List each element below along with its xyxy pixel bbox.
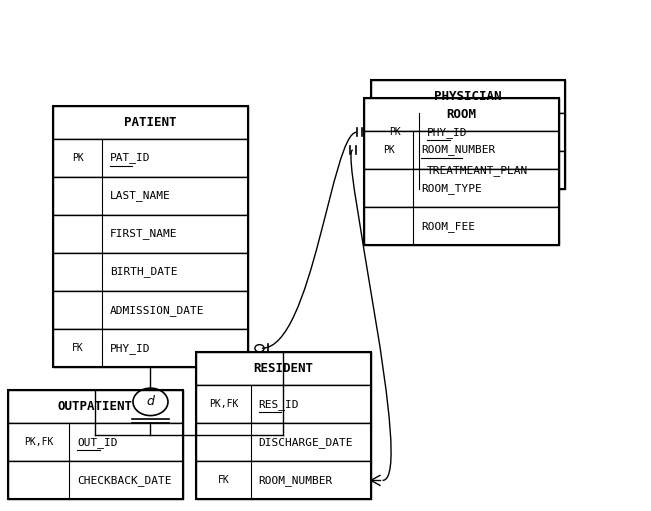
Text: PK: PK [389, 127, 401, 137]
Bar [8, 390, 183, 499]
Bar [53, 106, 248, 138]
Bar [8, 423, 183, 461]
Bar [8, 390, 183, 423]
Bar [8, 461, 183, 499]
Bar [365, 207, 559, 245]
Text: PK,FK: PK,FK [24, 437, 53, 447]
Text: PK,FK: PK,FK [209, 399, 238, 409]
Text: LAST_NAME: LAST_NAME [109, 190, 171, 201]
Bar [53, 177, 248, 215]
Bar [53, 138, 248, 177]
Bar [371, 80, 565, 190]
Bar [53, 329, 248, 367]
Bar [196, 385, 371, 423]
Text: ROOM_NUMBER: ROOM_NUMBER [421, 145, 495, 155]
Bar [371, 151, 565, 190]
Text: OUT_ID: OUT_ID [77, 437, 118, 448]
Text: d: d [146, 396, 154, 408]
Bar [53, 291, 248, 329]
Text: PAT_ID: PAT_ID [109, 152, 150, 163]
Bar [371, 80, 565, 113]
Text: RES_ID: RES_ID [258, 399, 299, 410]
Bar [365, 169, 559, 207]
Text: ROOM: ROOM [447, 108, 477, 121]
Bar [196, 461, 371, 499]
Bar [53, 215, 248, 253]
Text: CHECKBACK_DATE: CHECKBACK_DATE [77, 475, 172, 486]
Text: FK: FK [72, 343, 83, 353]
Text: TREATMEANT_PLAN: TREATMEANT_PLAN [427, 165, 529, 176]
Bar [196, 352, 371, 385]
Text: PHY_ID: PHY_ID [109, 343, 150, 354]
Bar [371, 113, 565, 151]
Text: PHYSICIAN: PHYSICIAN [434, 90, 502, 103]
Bar [365, 98, 559, 131]
Bar [365, 98, 559, 245]
Bar [53, 253, 248, 291]
Bar [196, 352, 371, 499]
Text: ROOM_NUMBER: ROOM_NUMBER [258, 475, 333, 486]
Text: RESIDENT: RESIDENT [253, 362, 313, 375]
Text: OUTPATIENT: OUTPATIENT [58, 400, 133, 413]
Text: BIRTH_DATE: BIRTH_DATE [109, 267, 177, 277]
Text: DISCHARGE_DATE: DISCHARGE_DATE [258, 437, 353, 448]
Text: ADMISSION_DATE: ADMISSION_DATE [109, 305, 204, 316]
Text: FIRST_NAME: FIRST_NAME [109, 228, 177, 239]
Text: FK: FK [217, 475, 229, 485]
Text: PK: PK [383, 145, 395, 155]
Text: PK: PK [72, 153, 83, 162]
Bar [196, 423, 371, 461]
Text: ROOM_TYPE: ROOM_TYPE [421, 183, 482, 194]
Text: ROOM_FEE: ROOM_FEE [421, 221, 475, 231]
Text: PHY_ID: PHY_ID [427, 127, 468, 137]
Bar [53, 106, 248, 367]
Bar [365, 131, 559, 169]
Text: PATIENT: PATIENT [124, 115, 176, 129]
